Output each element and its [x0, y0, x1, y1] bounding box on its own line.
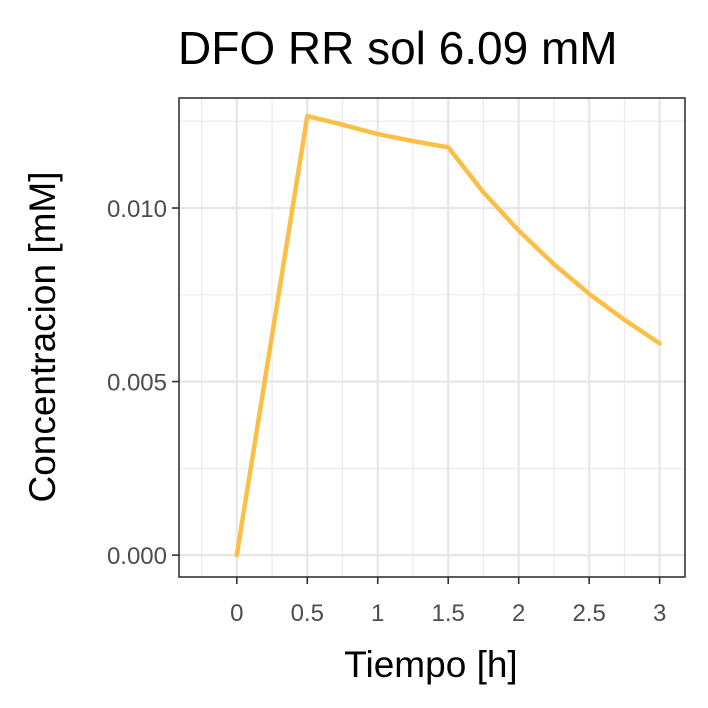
y-tick-label: 0.000 — [107, 543, 167, 570]
x-axis-title: Tiempo [h] — [344, 644, 517, 685]
x-axis: 0 0.5 1 1.5 2 2.5 3 — [230, 577, 666, 627]
major-gridlines — [179, 98, 685, 577]
y-tick-label: 0.010 — [107, 196, 167, 223]
series-line — [234, 113, 662, 558]
x-tick-label: 1.5 — [432, 600, 465, 627]
x-tick-label: 3 — [653, 600, 666, 627]
y-tick-label: 0.005 — [107, 370, 167, 397]
y-axis: 0.000 0.005 0.010 — [107, 196, 179, 570]
y-axis-title: Concentracion [mM] — [22, 171, 63, 502]
series-layer — [234, 113, 662, 558]
chart-title: DFO RR sol 6.09 mM — [178, 22, 618, 74]
x-tick-label: 0 — [230, 600, 243, 627]
x-tick-label: 0.5 — [291, 600, 324, 627]
x-tick-label: 2 — [512, 600, 525, 627]
x-tick-label: 1 — [371, 600, 384, 627]
x-tick-label: 2.5 — [572, 600, 605, 627]
plot-panel-border — [178, 97, 686, 578]
minor-gridlines — [179, 98, 685, 577]
